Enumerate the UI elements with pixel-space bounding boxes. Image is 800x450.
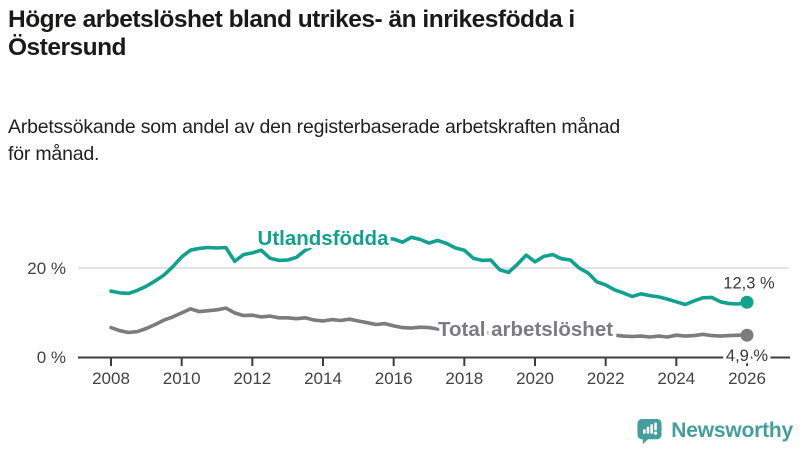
newsworthy-logo: Newsworthy bbox=[636, 417, 793, 445]
logo-bar-tall bbox=[650, 424, 654, 434]
chart-subtitle-line-2: för månad. bbox=[8, 143, 100, 166]
logo-exclamation-bar bbox=[654, 422, 658, 431]
series-name-label-0: Utlandsfödda bbox=[258, 227, 390, 250]
end-dot-series-1 bbox=[740, 328, 754, 342]
chart-title-line-1: Högre arbetslöshet bland utrikes- än inr… bbox=[8, 6, 575, 33]
series-line-0 bbox=[109, 235, 749, 307]
x-tick-label-2018: 2018 bbox=[445, 369, 483, 388]
end-value-label-1: 4,9 % bbox=[726, 347, 769, 365]
series-name-label-1: Total arbetslöshet bbox=[438, 318, 613, 341]
bar-chart-speech-bubble-icon bbox=[637, 418, 662, 445]
end-value-label-0: 12,3 % bbox=[723, 274, 775, 292]
x-tick-label-2026: 2026 bbox=[728, 369, 766, 388]
x-tick-label-2010: 2010 bbox=[163, 369, 201, 388]
logo-bar-medium bbox=[647, 426, 650, 434]
brand-name-text: Newsworthy bbox=[671, 419, 793, 442]
x-tick-label-2008: 2008 bbox=[92, 369, 130, 388]
x-tick-label-2024: 2024 bbox=[657, 369, 695, 388]
x-tick-label-2016: 2016 bbox=[375, 369, 413, 388]
y-tick-label-0: 0 % bbox=[37, 348, 66, 367]
logo-exclamation-dot bbox=[654, 431, 658, 435]
chart-title: Högre arbetslöshet bland utrikes- än inr… bbox=[8, 6, 792, 62]
series-line-1 bbox=[109, 306, 749, 339]
chart-subtitle-line-1: Arbetssökande som andel av den registerb… bbox=[8, 116, 621, 139]
x-tick-label-2012: 2012 bbox=[233, 369, 271, 388]
logo-bubble-shape bbox=[637, 418, 662, 445]
x-tick-label-2022: 2022 bbox=[587, 369, 625, 388]
chart-title-line-2: Östersund bbox=[8, 34, 127, 62]
chart-subtitle: Arbetssökande som andel av den registerb… bbox=[8, 114, 792, 168]
x-tick-label-2020: 2020 bbox=[516, 369, 554, 388]
end-dot-series-0 bbox=[740, 295, 754, 309]
logo-bar-small bbox=[643, 429, 646, 434]
x-tick-label-2014: 2014 bbox=[304, 369, 342, 388]
y-tick-label-20: 20 % bbox=[27, 259, 66, 278]
